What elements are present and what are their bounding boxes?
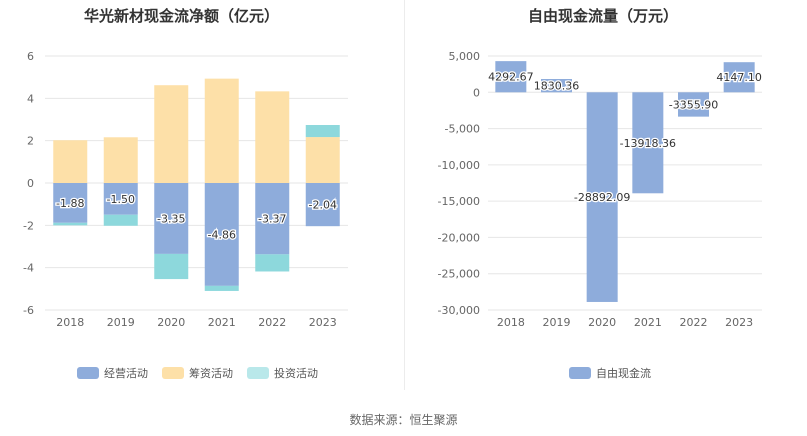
fcf-bar <box>678 92 709 117</box>
y-tick-label: 0 <box>27 177 34 190</box>
right-free-cash-flow-chart: 5,000 0 -5,000 -10,000 -15,000 -20,000 -25,000… <box>438 50 764 329</box>
bar-segment <box>305 125 340 138</box>
x-tick-label: 2020 <box>588 316 616 329</box>
x-tick-label: 2020 <box>157 316 185 329</box>
x-tick-label: 2018 <box>56 316 84 329</box>
data-label: -4.86 <box>208 228 236 241</box>
x-tick-label: 2018 <box>497 316 525 329</box>
bar-segment <box>53 140 88 183</box>
data-label: -1.88 <box>56 197 84 210</box>
bar-segment <box>305 137 340 183</box>
bar-segment <box>204 183 239 286</box>
bar-segment <box>53 222 88 226</box>
x-tick-label: 2019 <box>543 316 571 329</box>
bar-segment <box>103 214 138 226</box>
bar-segment <box>154 253 189 280</box>
fcf-bar <box>495 61 527 93</box>
y-tick-label: -30,000 <box>438 304 480 317</box>
y-tick-label: -10,000 <box>438 159 480 172</box>
x-tick-label: 2022 <box>258 316 286 329</box>
legend-label-operating: 经营活动 <box>104 367 148 380</box>
data-label: 4147.10 <box>716 71 762 84</box>
y-tick-label: -20,000 <box>438 231 480 244</box>
legend-item-financing[interactable]: 筹资活动 <box>162 365 233 381</box>
data-label: 1830.36 <box>534 80 580 93</box>
y-tick-label: -5,000 <box>445 123 480 136</box>
data-label: -3355.90 <box>669 98 718 111</box>
panel-divider <box>404 0 405 390</box>
data-label: -3.35 <box>157 212 185 225</box>
legend-label-financing: 筹资活动 <box>189 367 233 380</box>
legend-item-investing[interactable]: 投资活动 <box>247 365 318 381</box>
x-tick-label: 2021 <box>208 316 236 329</box>
y-tick-label: 5,000 <box>449 50 481 63</box>
legend-swatch-fcf <box>569 367 591 379</box>
x-tick-label: 2019 <box>107 316 135 329</box>
data-label: -2.04 <box>309 199 337 212</box>
y-tick-label: 6 <box>27 50 34 63</box>
x-tick-label: 2023 <box>309 316 337 329</box>
fcf-bar <box>723 62 755 93</box>
y-tick-label: -2 <box>23 219 34 232</box>
bar-segment <box>255 91 290 183</box>
x-tick-label: 2021 <box>634 316 662 329</box>
bar-segment <box>103 137 138 183</box>
data-source-note: 数据来源：恒生聚源 <box>349 413 458 427</box>
fcf-bar <box>632 92 664 194</box>
y-tick-label: -6 <box>23 304 34 317</box>
legend-swatch-financing <box>162 367 184 379</box>
legend-swatch-investing <box>247 367 269 379</box>
bar-segment <box>154 183 189 254</box>
fcf-bar <box>586 92 618 302</box>
bar-segment <box>305 183 340 227</box>
legend-item-operating[interactable]: 经营活动 <box>77 365 148 381</box>
data-label: -1.50 <box>107 193 135 206</box>
fcf-bar <box>541 79 572 93</box>
data-label: 4292.67 <box>488 71 534 84</box>
bar-segment <box>204 285 239 291</box>
bar-segment <box>255 183 290 255</box>
x-tick-label: 2023 <box>725 316 753 329</box>
x-tick-label: 2022 <box>680 316 708 329</box>
bar-segment <box>204 78 239 183</box>
bar-segment <box>53 183 88 223</box>
legend-label-investing: 投资活动 <box>274 367 318 380</box>
right-legend: 自由现金流 <box>569 365 665 381</box>
right-chart-title: 自由现金流量（万元） <box>528 7 679 25</box>
y-tick-label: 0 <box>473 86 480 99</box>
bar-segment <box>154 85 189 183</box>
left-cash-flow-chart: 6 4 2 0 -2 -4 -6 -1.88 2018 -1.50 2019 -3.35 2020 -4.… <box>23 50 348 329</box>
y-tick-label: -25,000 <box>438 268 480 281</box>
legend-item-fcf[interactable]: 自由现金流 <box>569 365 651 381</box>
legend-swatch-operating <box>77 367 99 379</box>
y-tick-label: -15,000 <box>438 195 480 208</box>
left-legend: 经营活动 筹资活动 投资活动 <box>77 365 332 381</box>
y-tick-label: 4 <box>27 92 34 105</box>
left-chart-title: 华光新材现金流净额（亿元） <box>84 7 280 25</box>
data-label: -13918.36 <box>620 137 676 150</box>
data-label: -3.37 <box>258 213 286 226</box>
bar-segment <box>255 254 290 272</box>
data-label: -28892.09 <box>574 191 630 204</box>
y-tick-label: -4 <box>23 262 34 275</box>
legend-label-fcf: 自由现金流 <box>596 367 651 380</box>
y-tick-label: 2 <box>27 135 34 148</box>
bar-segment <box>103 183 138 215</box>
